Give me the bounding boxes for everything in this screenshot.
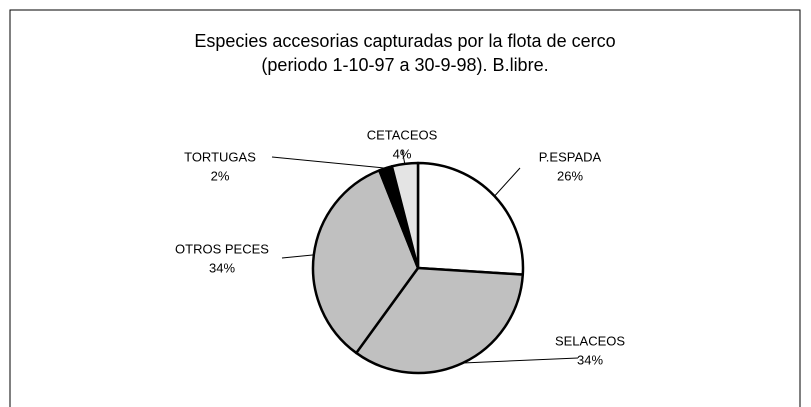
slice-value-label: 34%	[577, 352, 603, 367]
pie-slice	[390, 161, 420, 270]
slice-label: CETACEOS	[367, 127, 438, 142]
leader-line	[401, 149, 406, 164]
pie-slice	[311, 169, 420, 355]
leader-line	[281, 254, 314, 259]
leader-line	[462, 357, 579, 364]
slice-value-label: 26%	[557, 168, 583, 183]
leader-line	[271, 156, 386, 169]
pie-slice	[355, 266, 525, 375]
pie-slice	[416, 161, 525, 276]
leader-line	[494, 167, 521, 197]
chart-title: Especies accesorias capturadas por la fl…	[194, 31, 615, 51]
slice-label: SELACEOS	[555, 333, 625, 348]
slice-label: P.ESPADA	[539, 149, 602, 164]
slice-label: TORTUGAS	[184, 149, 256, 164]
slice-label: OTROS PECES	[175, 241, 269, 256]
slice-value-label: 4%	[393, 146, 412, 161]
slice-value-label: 2%	[211, 168, 230, 183]
slice-value-label: 34%	[209, 260, 235, 275]
chart-subtitle: (periodo 1-10-97 a 30-9-98). B.libre.	[261, 55, 548, 75]
